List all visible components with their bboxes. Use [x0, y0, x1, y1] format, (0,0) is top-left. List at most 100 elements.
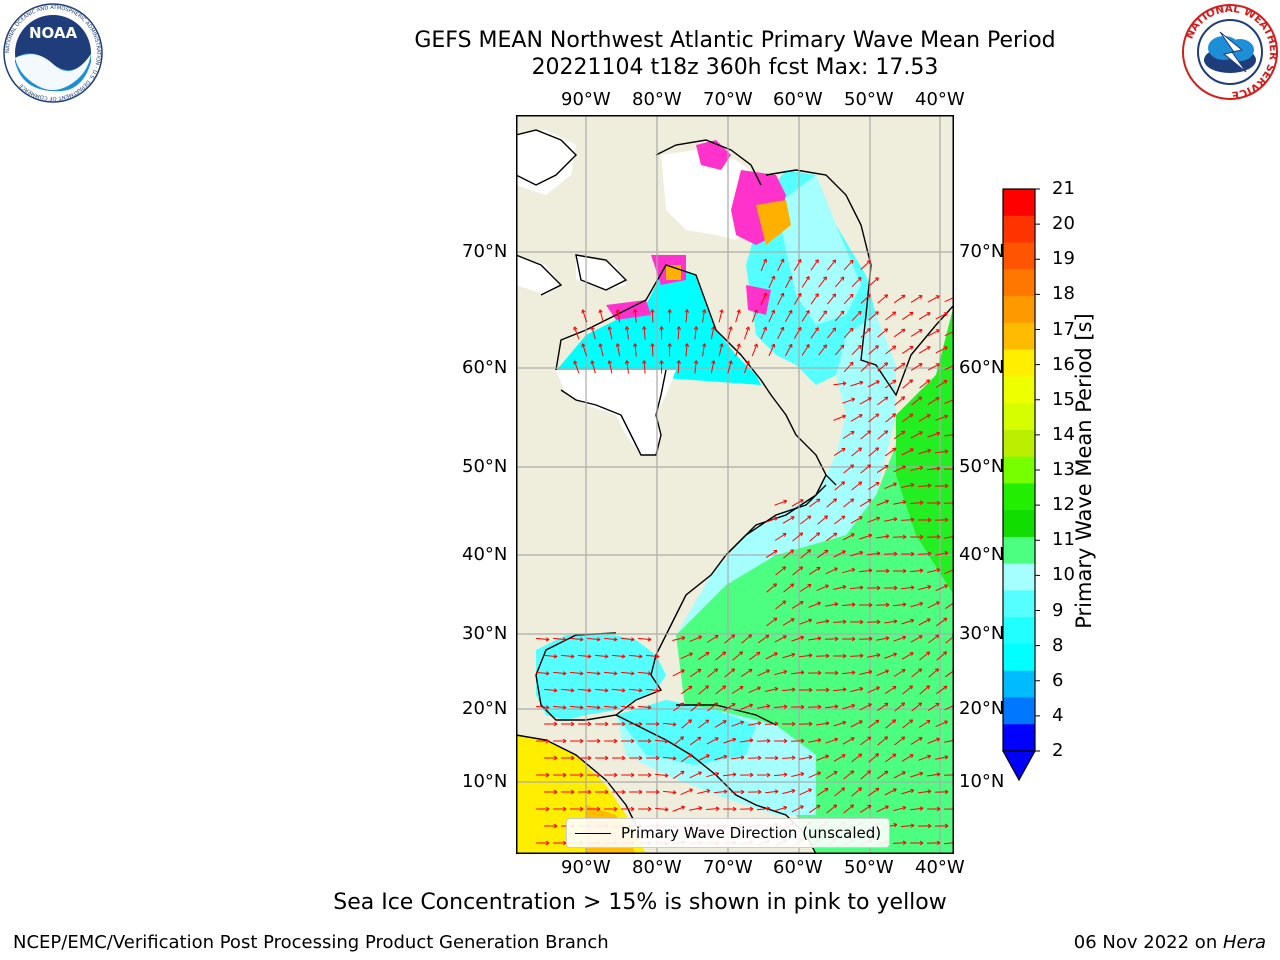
- wave-arrow: [809, 532, 820, 542]
- wave-arrowhead: [598, 309, 603, 314]
- wave-arrowhead: [902, 805, 907, 811]
- wave-arrow: [868, 311, 879, 321]
- wave-arrowhead: [604, 688, 609, 693]
- wave-arrow: [833, 754, 846, 762]
- wave-arrowhead: [773, 652, 778, 657]
- wave-arrowhead: [944, 789, 949, 795]
- wave-arrow: [553, 671, 567, 675]
- wave-arrowhead: [918, 329, 923, 333]
- wave-arrow: [850, 381, 863, 387]
- wave-arrowhead: [927, 483, 932, 488]
- wave-arrow: [885, 379, 897, 389]
- wave-arrow: [877, 770, 889, 780]
- wave-arrow: [935, 552, 949, 556]
- wave-arrowhead: [788, 309, 793, 314]
- wave-arrowhead: [632, 343, 638, 347]
- wave-arrowhead: [901, 430, 906, 435]
- wave-arrow: [793, 259, 802, 271]
- wave-arrowhead: [790, 549, 795, 554]
- wave-arrow: [801, 276, 810, 288]
- wave-arrow: [643, 360, 646, 374]
- wave-arrow: [927, 569, 941, 573]
- wave-arrowhead: [587, 755, 592, 761]
- wave-arrowhead: [579, 671, 584, 676]
- wave-arrowhead: [867, 804, 872, 809]
- wave-arrow: [608, 326, 613, 340]
- wave-arrowhead: [858, 720, 863, 725]
- wave-arrowhead: [596, 806, 601, 812]
- wave-arrow: [801, 344, 810, 356]
- wave-arrow: [757, 705, 771, 709]
- wave-arrowhead: [732, 737, 737, 742]
- wave-arrow: [744, 326, 750, 340]
- wave-arrow: [765, 517, 778, 523]
- wave-arrowhead: [791, 652, 796, 658]
- wave-arrow: [860, 294, 871, 304]
- nws-logo-icon: NATIONAL WEATHER SERVICE: [1182, 3, 1279, 101]
- wave-arrow: [646, 654, 660, 658]
- wave-arrow: [910, 502, 924, 504]
- wave-arrowhead: [638, 721, 643, 727]
- wave-arrowhead: [805, 310, 810, 315]
- wave-arrowhead: [615, 343, 621, 348]
- wave-arrowhead: [808, 618, 813, 623]
- wave-arrowhead: [570, 755, 575, 761]
- wave-arrowhead: [884, 396, 889, 401]
- wave-arrow: [927, 363, 940, 371]
- wave-arrowhead: [935, 634, 940, 639]
- wave-arrowhead: [935, 295, 940, 300]
- wave-arrowhead: [910, 585, 915, 590]
- wave-arrow: [927, 738, 940, 744]
- wave-arrowhead: [841, 447, 846, 452]
- wave-arrowhead: [791, 687, 796, 692]
- wave-arrowhead: [919, 771, 924, 776]
- wave-arrow: [578, 688, 592, 692]
- wave-arrowhead: [893, 551, 898, 557]
- wave-arrowhead: [579, 705, 584, 710]
- wave-arrowhead: [884, 736, 889, 741]
- wave-arrow: [927, 329, 940, 337]
- wave-arrow: [690, 702, 701, 712]
- wave-arrowhead: [715, 771, 720, 777]
- wave-arrowhead: [783, 499, 788, 504]
- map-frame: [516, 115, 954, 854]
- wave-arrowhead: [680, 669, 685, 674]
- wave-arrow: [706, 737, 719, 745]
- wave-arrow: [673, 702, 685, 712]
- wave-arrowhead: [935, 702, 940, 707]
- wave-arrowhead: [753, 309, 758, 314]
- wave-arrowhead: [797, 258, 802, 263]
- wave-arrowhead: [874, 277, 879, 282]
- wave-arrow: [885, 311, 897, 321]
- wave-arrowhead: [892, 753, 897, 758]
- wave-arrow: [536, 705, 550, 709]
- wave-arrow: [629, 654, 643, 658]
- wave-arrow: [782, 688, 796, 692]
- wave-arrow: [677, 326, 680, 340]
- wave-arrowhead: [919, 568, 924, 573]
- wave-arrowhead: [587, 721, 592, 727]
- wave-arrowhead: [590, 360, 595, 365]
- wave-arrowhead: [901, 294, 906, 299]
- wave-arrow: [570, 637, 584, 641]
- wave-arrow: [843, 804, 854, 814]
- wave-arrowhead: [702, 343, 707, 347]
- wave-arrow: [816, 755, 829, 761]
- wave-arrow: [740, 668, 753, 678]
- wave-arrow: [816, 722, 830, 726]
- wave-arrowhead: [936, 500, 941, 506]
- wave-arrow: [843, 327, 854, 339]
- wave-arrow: [599, 343, 604, 357]
- wave-arrowhead: [664, 739, 669, 744]
- wave-arrow: [561, 654, 575, 658]
- wave-arrowhead: [788, 343, 793, 348]
- wave-arrowhead: [676, 326, 682, 330]
- wave-arrow: [927, 536, 941, 538]
- wave-arrow: [723, 773, 737, 777]
- wave-arrowhead: [579, 806, 584, 812]
- wave-arrowhead: [825, 653, 830, 659]
- wave-arrowhead: [570, 654, 575, 659]
- wave-arrow: [901, 345, 914, 355]
- wave-arrow: [744, 360, 750, 374]
- wave-arrowhead: [936, 431, 941, 436]
